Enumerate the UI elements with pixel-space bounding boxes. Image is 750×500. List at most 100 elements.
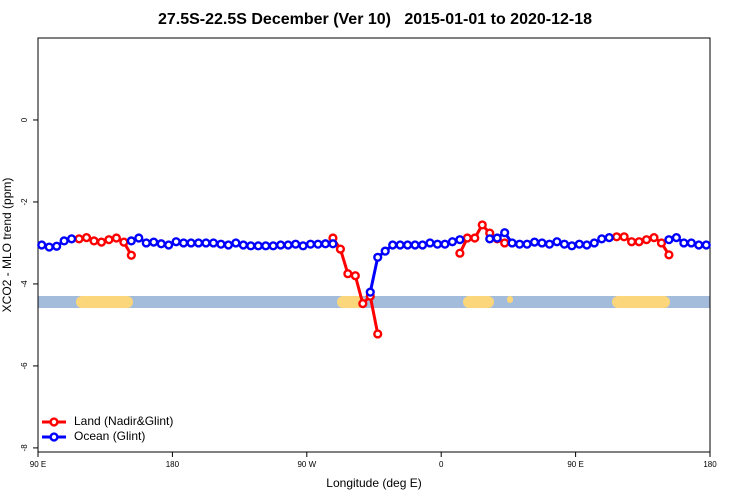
x-tick-label: 180 <box>703 460 717 469</box>
chart-title: 27.5S-22.5S December (Ver 10) 2015-01-01… <box>158 11 592 28</box>
data-point <box>425 238 435 248</box>
data-point <box>66 234 77 244</box>
data-point <box>440 239 450 249</box>
data-point <box>126 236 136 246</box>
y-tick-label: -4 <box>20 280 29 288</box>
data-point <box>156 239 166 249</box>
y-tick-label: 0 <box>20 117 29 122</box>
data-point <box>193 238 204 248</box>
data-point <box>164 240 174 250</box>
data-point <box>253 241 263 251</box>
data-point <box>589 238 599 248</box>
data-point <box>305 239 316 249</box>
y-tick-label: -2 <box>20 198 29 206</box>
legend-box <box>39 412 177 446</box>
data-point <box>649 233 659 243</box>
x-tick-label: 0 <box>439 460 444 469</box>
data-point <box>477 220 487 230</box>
data-point <box>179 238 189 248</box>
land-patch <box>507 296 513 303</box>
data-point <box>268 241 278 251</box>
data-point <box>537 238 547 248</box>
data-point <box>141 238 151 248</box>
data-point <box>492 233 502 243</box>
series-group <box>74 220 674 339</box>
data-point <box>410 240 420 250</box>
data-point <box>134 233 144 243</box>
data-point <box>283 240 293 250</box>
data-point <box>671 233 682 243</box>
data-point <box>37 240 47 250</box>
data-point <box>208 238 219 248</box>
data-point <box>641 235 652 245</box>
legend-label: Ocean (Glint) <box>74 429 145 443</box>
data-point <box>612 232 622 242</box>
data-point <box>59 236 69 246</box>
data-point <box>201 238 211 248</box>
land-patch <box>337 296 365 308</box>
data-point <box>447 237 458 247</box>
y-tick-label: -6 <box>20 362 29 370</box>
data-point <box>111 233 122 243</box>
data-point <box>529 237 540 247</box>
data-point <box>320 239 331 249</box>
data-point <box>343 269 353 279</box>
x-tick-label: 90 E <box>567 460 583 469</box>
data-point <box>104 235 114 245</box>
data-point <box>634 237 644 247</box>
data-point <box>485 234 495 244</box>
data-point <box>694 240 704 250</box>
data-point <box>276 240 286 250</box>
land-patch <box>76 296 133 308</box>
data-point <box>664 235 674 245</box>
series-group <box>37 228 711 297</box>
data-point <box>89 236 99 246</box>
land-mask-strip <box>38 296 710 308</box>
data-point <box>119 237 129 247</box>
data-point <box>365 287 375 297</box>
legend-marker <box>49 417 59 427</box>
data-point <box>261 241 271 251</box>
data-point <box>395 240 405 250</box>
data-point <box>455 248 465 258</box>
data-point <box>507 238 517 248</box>
data-point <box>328 239 338 249</box>
data-point <box>679 238 689 248</box>
data-point <box>380 246 390 256</box>
data-point <box>552 237 562 247</box>
data-point <box>567 241 577 251</box>
data-point <box>171 237 181 247</box>
x-tick-label: 90 E <box>30 460 46 469</box>
data-point <box>74 234 84 244</box>
data-point <box>701 240 711 250</box>
data-point <box>582 240 592 250</box>
data-point <box>455 235 465 245</box>
data-point <box>350 271 360 281</box>
data-point <box>417 240 428 250</box>
data-point <box>597 234 607 244</box>
data-point <box>298 241 308 251</box>
data-point <box>522 239 532 249</box>
data-point <box>223 240 234 250</box>
data-point <box>373 252 383 262</box>
data-point <box>52 241 62 251</box>
x-axis-label: Longitude (deg E) <box>326 476 421 490</box>
y-axis-label: XCO2 - MLO trend (ppm) <box>0 178 14 313</box>
data-point <box>656 238 667 248</box>
land-patch <box>612 296 670 308</box>
x-tick-label: 90 W <box>297 460 316 469</box>
data-point <box>335 244 346 254</box>
data-point <box>500 228 510 238</box>
data-point <box>358 299 368 309</box>
data-point <box>388 240 398 250</box>
legend-marker <box>49 432 59 442</box>
data-point <box>373 329 383 339</box>
y-tick-label: -8 <box>20 444 29 452</box>
data-point <box>470 233 480 243</box>
data-point <box>149 237 159 247</box>
data-point <box>514 239 525 249</box>
data-point <box>604 233 614 243</box>
data-point <box>231 238 241 248</box>
data-point <box>238 240 248 250</box>
